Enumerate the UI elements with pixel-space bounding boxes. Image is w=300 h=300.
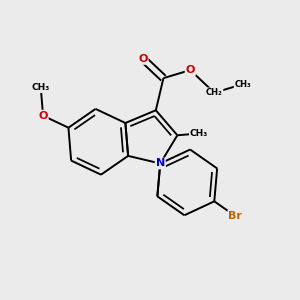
Text: O: O [186, 65, 195, 75]
Text: CH₃: CH₃ [234, 80, 251, 89]
Text: O: O [38, 111, 48, 121]
Text: N: N [156, 158, 165, 169]
Text: CH₂: CH₂ [206, 88, 223, 97]
Text: Br: Br [228, 211, 242, 221]
Text: O: O [138, 54, 148, 64]
Text: CH₃: CH₃ [32, 83, 50, 92]
Text: CH₃: CH₃ [190, 129, 208, 138]
